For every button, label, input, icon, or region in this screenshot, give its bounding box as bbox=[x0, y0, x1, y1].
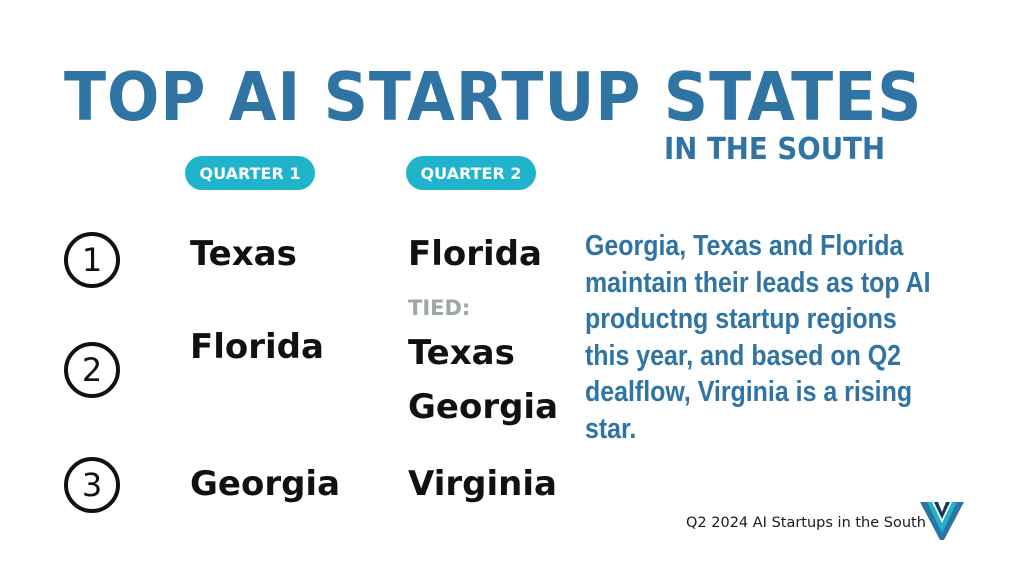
quarter-2-badge: QUARTER 2 bbox=[406, 156, 536, 190]
q2-rank-3-state: Virginia bbox=[408, 464, 557, 504]
rank-3-circle: 3 bbox=[64, 457, 120, 513]
q1-rank-3-state: Georgia bbox=[190, 464, 341, 504]
q2-rank-2-state-a: Texas bbox=[408, 333, 515, 373]
q1-rank-1-state: Texas bbox=[190, 234, 297, 274]
page-subtitle: IN THE SOUTH bbox=[664, 132, 886, 167]
q2-rank-1-state: Florida bbox=[408, 234, 542, 274]
q2-rank-2-state-b: Georgia bbox=[408, 387, 559, 427]
rank-2-circle: 2 bbox=[64, 342, 120, 398]
footer-caption: Q2 2024 AI Startups in the South bbox=[686, 515, 926, 531]
tied-label: TIED: bbox=[408, 296, 471, 320]
quarter-1-badge: QUARTER 1 bbox=[185, 156, 315, 190]
v-logo-icon bbox=[920, 502, 964, 540]
q1-rank-2-state: Florida bbox=[190, 327, 324, 367]
rank-1-circle: 1 bbox=[64, 232, 120, 288]
summary-text: Georgia, Texas and Florida maintain thei… bbox=[585, 230, 931, 445]
page-title: TOP AI STARTUP STATES bbox=[64, 58, 923, 136]
